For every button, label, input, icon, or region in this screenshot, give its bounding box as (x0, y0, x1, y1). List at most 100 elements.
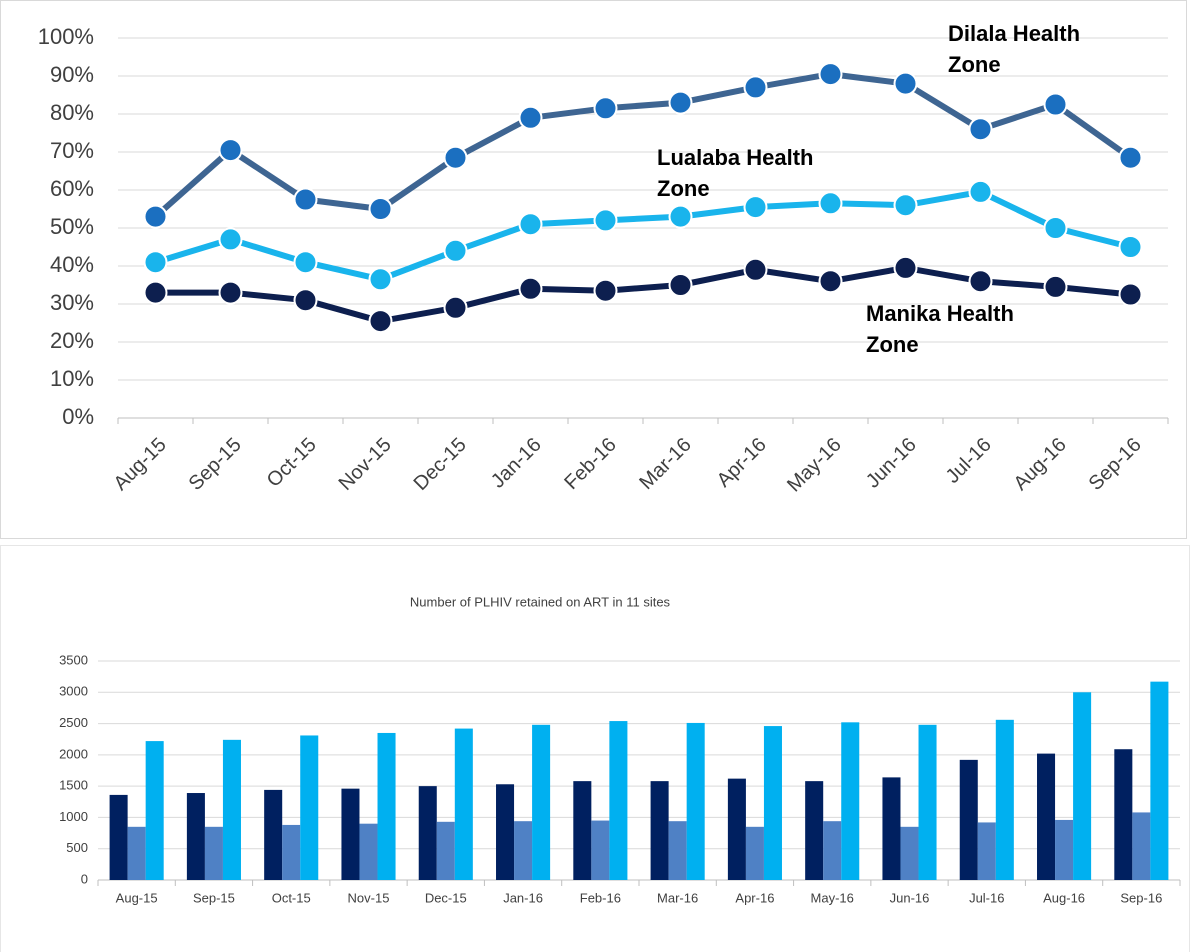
point (293, 187, 318, 212)
x-tick-label: Jun-16 (890, 890, 930, 905)
x-tick-label: Nov-15 (335, 434, 396, 495)
top-frame (0, 0, 1187, 539)
x-tick-label: Jul-16 (969, 890, 1004, 905)
bar (900, 826, 919, 880)
point (818, 191, 843, 216)
y-tick-label: 20% (50, 328, 94, 353)
point (668, 204, 693, 229)
point (668, 273, 693, 297)
bar (841, 722, 860, 880)
bar (496, 784, 515, 880)
point (743, 257, 768, 282)
bar (573, 781, 592, 880)
bar (823, 821, 842, 880)
series-annotation: Lualaba Health Zone (657, 145, 814, 201)
bar (882, 777, 901, 880)
point (518, 105, 543, 130)
bar (995, 719, 1014, 880)
x-tick-label: Aug-15 (116, 890, 158, 905)
y-tick-label: 90% (50, 62, 94, 87)
point (443, 145, 468, 170)
series-line (153, 71, 1133, 219)
bar (805, 781, 824, 880)
series-annotation: Manika Health Zone (866, 301, 1014, 357)
y-tick-label: 40% (50, 252, 94, 277)
point (368, 197, 393, 221)
y-tick-label: 1500 (59, 778, 88, 793)
point (218, 138, 243, 163)
bar (127, 826, 146, 880)
bar (727, 778, 746, 880)
point (968, 269, 993, 294)
bar (1114, 749, 1133, 880)
x-tick-label: Nov-15 (348, 890, 390, 905)
x-tick-label: Sep-16 (1120, 890, 1162, 905)
point (968, 179, 993, 204)
point (1118, 145, 1143, 170)
point (443, 238, 468, 263)
x-tick-label: Mar-16 (635, 434, 695, 494)
y-tick-label: 0 (81, 871, 88, 886)
bar (609, 721, 628, 880)
x-tick-label: Mar-16 (657, 890, 698, 905)
x-tick-label: Aug-16 (1043, 890, 1085, 905)
x-tick-label: Sep-16 (1085, 434, 1146, 495)
point (1118, 235, 1143, 259)
bar (282, 824, 301, 880)
y-tick-label: 10% (50, 366, 94, 391)
bar (418, 786, 437, 880)
x-tick-label: Feb-16 (560, 434, 620, 494)
x-tick-label: Jan-16 (503, 890, 543, 905)
point (1043, 92, 1068, 117)
x-tick-label: Jul-16 (942, 434, 996, 488)
bar (591, 820, 610, 880)
bar (532, 724, 551, 880)
point (143, 250, 168, 275)
point (593, 278, 618, 303)
point (293, 288, 318, 313)
point (593, 96, 618, 121)
bar (1073, 692, 1092, 880)
point (593, 208, 618, 233)
y-tick-label: 80% (50, 100, 94, 125)
point (1043, 216, 1068, 240)
x-tick-label: Jan-16 (487, 434, 546, 493)
bar (436, 821, 455, 880)
point (443, 295, 468, 320)
series-line (154, 188, 1132, 283)
bar (222, 739, 241, 880)
x-tick-label: Feb-16 (580, 890, 621, 905)
bar (359, 823, 378, 880)
bar (1132, 812, 1151, 880)
y-tick-label: 1000 (59, 809, 88, 824)
x-tick-label: Oct-15 (272, 890, 311, 905)
y-tick-label: 100% (38, 24, 94, 49)
y-tick-label: 0% (62, 404, 94, 429)
x-tick-label: Sep-15 (193, 890, 235, 905)
x-tick-label: May-16 (783, 434, 846, 497)
series-annotation: Dilala Health Zone (948, 21, 1081, 77)
point (368, 267, 393, 292)
series-line (155, 264, 1131, 325)
y-tick-label: 3500 (59, 652, 88, 667)
point (293, 250, 318, 275)
x-tick-label: Jun-16 (862, 434, 921, 493)
point (818, 269, 843, 294)
point (368, 309, 393, 334)
x-tick-label: Oct-15 (263, 434, 321, 492)
point (893, 193, 918, 218)
bar (204, 826, 223, 880)
point (218, 227, 243, 252)
bar (377, 732, 396, 880)
x-tick-label: Apr-16 (713, 434, 771, 492)
bar (668, 821, 687, 880)
point (1118, 282, 1143, 307)
point (218, 280, 243, 305)
point (143, 280, 168, 305)
point (1043, 274, 1068, 299)
y-tick-label: 30% (50, 290, 94, 315)
y-tick-label: 2000 (59, 746, 88, 761)
y-tick-label: 2500 (59, 715, 88, 730)
